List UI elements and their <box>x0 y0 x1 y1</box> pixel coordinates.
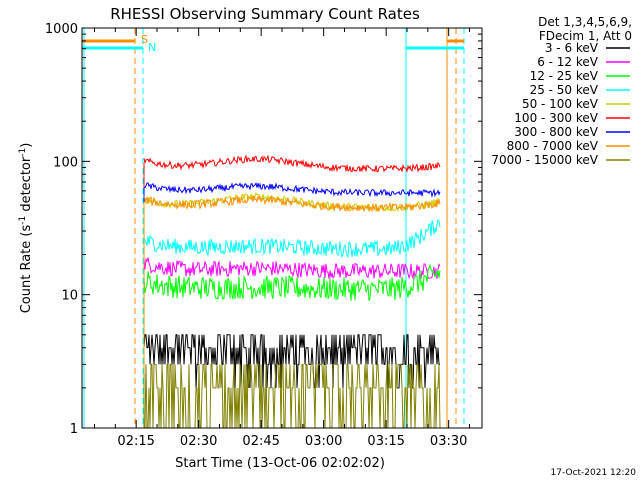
legend-label: 6 - 12 keV <box>537 55 599 69</box>
x-tick-label: 02:15 <box>117 434 154 449</box>
y-tick-label: 100 <box>53 155 78 170</box>
y-axis-label-sup: -1 <box>18 216 28 225</box>
y-axis-label-part3: ) <box>19 143 34 148</box>
x-axis-label: Start Time (13-Oct-06 02:02:02) <box>175 456 385 471</box>
series-line-2 <box>143 263 441 302</box>
legend-label: 25 - 50 keV <box>530 83 599 97</box>
footer-timestamp: 17-Oct-2021 12:20 <box>551 468 637 478</box>
y-tick-label: 1 <box>70 422 78 437</box>
x-tick-label: 03:00 <box>305 434 342 449</box>
saa-marker-label: S <box>141 33 148 46</box>
y-axis-label-sup2: -1 <box>18 148 28 157</box>
legend-label: 50 - 100 keV <box>522 97 599 111</box>
x-tick-label: 03:30 <box>430 434 467 449</box>
legend: Det 1,3,4,5,6,9, FDecim 1, Att 0 3 - 6 k… <box>491 15 632 167</box>
series-line-3 <box>143 218 441 259</box>
x-tick-label: 03:15 <box>367 434 404 449</box>
x-tick-label: 02:45 <box>242 434 279 449</box>
legend-label: 300 - 800 keV <box>514 125 598 139</box>
legend-label: 800 - 7000 keV <box>507 139 599 153</box>
chart-title: RHESSI Observing Summary Count Rates <box>110 5 420 23</box>
y-axis-label-part2: detector <box>19 156 34 216</box>
night-marker-label: N <box>148 41 156 54</box>
y-axis-label-part1: Count Rate (s <box>19 225 34 314</box>
legend-header-line1: Det 1,3,4,5,6,9, <box>538 15 632 29</box>
legend-header-line2: FDecim 1, Att 0 <box>539 29 632 43</box>
legend-label: 100 - 300 keV <box>514 111 598 125</box>
series-line-0 <box>143 334 440 389</box>
series-line-6 <box>143 182 441 199</box>
legend-label: 7000 - 15000 keV <box>491 153 598 167</box>
y-axis-label: Count Rate (s-1 detector-1) <box>18 143 34 314</box>
y-tick-label: 10 <box>61 289 78 304</box>
series-line-7 <box>143 194 441 213</box>
series-line-5 <box>143 154 441 174</box>
legend-label: 12 - 25 keV <box>530 69 599 83</box>
series-line-1 <box>143 257 441 280</box>
legend-label: 3 - 6 keV <box>545 41 599 55</box>
y-tick-label: 1000 <box>45 22 78 37</box>
x-tick-label: 02:30 <box>180 434 217 449</box>
